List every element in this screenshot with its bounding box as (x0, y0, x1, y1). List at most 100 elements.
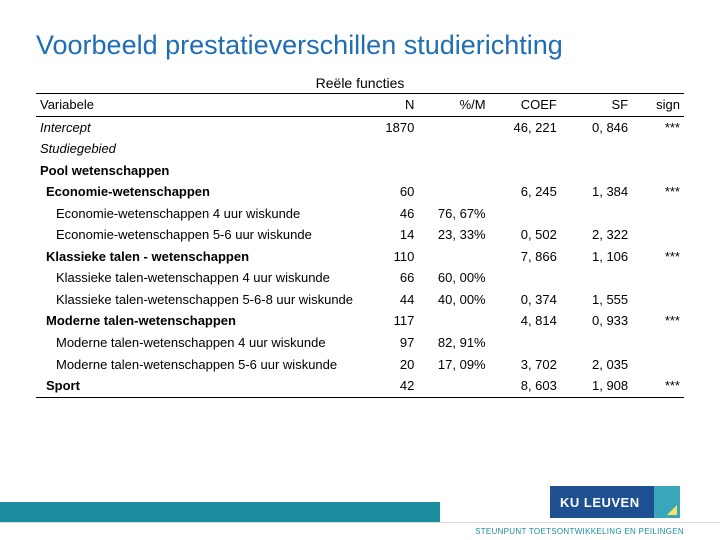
logo-triangle-icon (667, 505, 677, 515)
table-row: Sport42 8, 6031, 908*** (36, 375, 684, 397)
cell-sign: *** (632, 246, 684, 268)
cell-sign (632, 289, 684, 311)
cell-coef: 3, 702 (490, 354, 561, 376)
row-label: Intercept (36, 116, 360, 138)
col-coef: COEF (490, 94, 561, 117)
table-row: Economie-wetenschappen 4 uur wiskunde467… (36, 203, 684, 225)
row-label: Klassieke talen-wetenschappen 5-6-8 uur … (36, 289, 360, 311)
cell-N: 20 (360, 354, 418, 376)
cell-sf: 0, 933 (561, 310, 632, 332)
cell-pct: 23, 33% (418, 224, 489, 246)
cell-sign: *** (632, 181, 684, 203)
cell-pct: 82, 91% (418, 332, 489, 354)
cell-sign (632, 160, 684, 182)
row-label: Moderne talen-wetenschappen (36, 310, 360, 332)
footer-divider (0, 522, 720, 523)
data-table: Variabele N %/M COEF SF sign Intercept18… (36, 93, 684, 398)
cell-N: 110 (360, 246, 418, 268)
cell-pct (418, 246, 489, 268)
cell-N: 46 (360, 203, 418, 225)
cell-coef: 8, 603 (490, 375, 561, 397)
cell-sign: *** (632, 375, 684, 397)
cell-pct: 60, 00% (418, 267, 489, 289)
cell-sign (632, 138, 684, 160)
cell-N: 97 (360, 332, 418, 354)
table-row: Moderne talen-wetenschappen 5-6 uur wisk… (36, 354, 684, 376)
row-label: Studiegebied (36, 138, 360, 160)
table-row: Klassieke talen-wetenschappen 4 uur wisk… (36, 267, 684, 289)
cell-N: 1870 (360, 116, 418, 138)
cell-pct: 40, 00% (418, 289, 489, 311)
row-label: Economie-wetenschappen 5-6 uur wiskunde (36, 224, 360, 246)
footer-accent-bar (0, 502, 440, 522)
page-title: Voorbeeld prestatieverschillen studieric… (36, 30, 684, 61)
cell-coef: 0, 502 (490, 224, 561, 246)
table-row: Klassieke talen-wetenschappen 5-6-8 uur … (36, 289, 684, 311)
col-sf: SF (561, 94, 632, 117)
cell-N: 60 (360, 181, 418, 203)
cell-N: 117 (360, 310, 418, 332)
cell-sign (632, 354, 684, 376)
cell-sign: *** (632, 116, 684, 138)
cell-pct: 76, 67% (418, 203, 489, 225)
row-label: Economie-wetenschappen 4 uur wiskunde (36, 203, 360, 225)
cell-sf: 2, 322 (561, 224, 632, 246)
cell-N: 66 (360, 267, 418, 289)
table-row: Intercept1870 46, 2210, 846*** (36, 116, 684, 138)
table-caption: Reële functies (36, 75, 684, 91)
cell-pct (418, 160, 489, 182)
cell-coef: 46, 221 (490, 116, 561, 138)
cell-sign (632, 224, 684, 246)
cell-pct: 17, 09% (418, 354, 489, 376)
cell-coef: 4, 814 (490, 310, 561, 332)
cell-N (360, 138, 418, 160)
cell-coef (490, 160, 561, 182)
table-row: Economie-wetenschappen 5-6 uur wiskunde1… (36, 224, 684, 246)
cell-pct (418, 138, 489, 160)
cell-N: 42 (360, 375, 418, 397)
col-variabele: Variabele (36, 94, 360, 117)
footer-credit: STEUNPUNT TOETSONTWIKKELING EN PEILINGEN (475, 527, 684, 536)
table-row: Moderne talen-wetenschappen 4 uur wiskun… (36, 332, 684, 354)
cell-sign (632, 332, 684, 354)
cell-sf: 1, 908 (561, 375, 632, 397)
cell-sf: 0, 846 (561, 116, 632, 138)
slide: Voorbeeld prestatieverschillen studieric… (0, 0, 720, 540)
cell-coef (490, 203, 561, 225)
cell-N: 44 (360, 289, 418, 311)
ku-leuven-logo: KU LEUVEN (550, 486, 680, 518)
cell-sign (632, 203, 684, 225)
cell-coef: 6, 245 (490, 181, 561, 203)
table-row: Pool wetenschappen (36, 160, 684, 182)
cell-sign (632, 267, 684, 289)
cell-coef (490, 332, 561, 354)
cell-coef: 7, 866 (490, 246, 561, 268)
cell-pct (418, 181, 489, 203)
cell-sf: 2, 035 (561, 354, 632, 376)
table-row: Moderne talen-wetenschappen117 4, 8140, 9… (36, 310, 684, 332)
logo-text: KU LEUVEN (560, 495, 640, 510)
row-label: Sport (36, 375, 360, 397)
row-label: Pool wetenschappen (36, 160, 360, 182)
footer: KU LEUVEN STEUNPUNT TOETSONTWIKKELING EN… (0, 486, 720, 540)
cell-pct (418, 116, 489, 138)
cell-sf (561, 267, 632, 289)
cell-sf (561, 138, 632, 160)
cell-sf: 1, 555 (561, 289, 632, 311)
cell-N: 14 (360, 224, 418, 246)
table-row: Studiegebied (36, 138, 684, 160)
row-label: Klassieke talen - wetenschappen (36, 246, 360, 268)
row-label: Klassieke talen-wetenschappen 4 uur wisk… (36, 267, 360, 289)
cell-N (360, 160, 418, 182)
cell-pct (418, 375, 489, 397)
col-n: N (360, 94, 418, 117)
table-region: Reële functies Variabele N %/M COEF SF s… (36, 75, 684, 398)
cell-coef (490, 267, 561, 289)
col-pct: %/M (418, 94, 489, 117)
cell-sf (561, 203, 632, 225)
table-row: Economie-wetenschappen606, 2451, 384*** (36, 181, 684, 203)
col-sign: sign (632, 94, 684, 117)
cell-sign: *** (632, 310, 684, 332)
header-row: Variabele N %/M COEF SF sign (36, 94, 684, 117)
cell-coef: 0, 374 (490, 289, 561, 311)
